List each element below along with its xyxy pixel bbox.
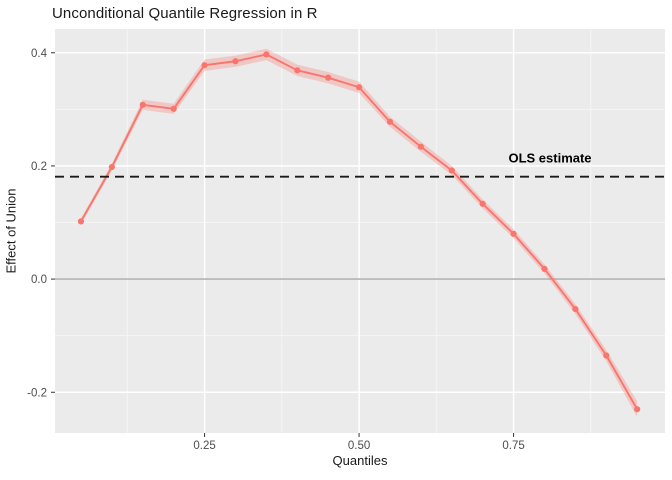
data-point (139, 101, 146, 108)
data-point (386, 118, 394, 125)
data-point (479, 200, 486, 207)
data-point (541, 265, 548, 273)
x-tick-label: 0.75 (502, 440, 524, 452)
data-point (294, 67, 301, 74)
data-point (77, 218, 85, 225)
data-point (448, 167, 455, 174)
data-point (572, 305, 579, 313)
data-point (603, 352, 610, 359)
data-point (108, 163, 115, 171)
data-point (232, 58, 239, 65)
ols-estimate-label: OLS estimate (508, 150, 592, 166)
data-point (510, 230, 517, 237)
y-tick-label: 0.2 (31, 161, 47, 173)
y-tick-label: 0.0 (31, 274, 47, 286)
x-tick-label: 0.25 (193, 440, 215, 452)
x-axis-title: Quantiles (332, 453, 388, 468)
data-point (634, 406, 641, 413)
y-tick-label: 0.4 (31, 48, 48, 60)
data-point (355, 84, 363, 91)
data-point (325, 74, 332, 81)
data-point (170, 105, 177, 112)
plot-title: Unconditional Quantile Regression in R (52, 5, 318, 22)
data-point (201, 62, 208, 69)
data-point (263, 51, 270, 58)
x-tick-label: 0.50 (348, 440, 370, 452)
panel-background (55, 29, 665, 433)
data-point (417, 143, 424, 150)
y-tick-label: -0.2 (27, 387, 47, 399)
